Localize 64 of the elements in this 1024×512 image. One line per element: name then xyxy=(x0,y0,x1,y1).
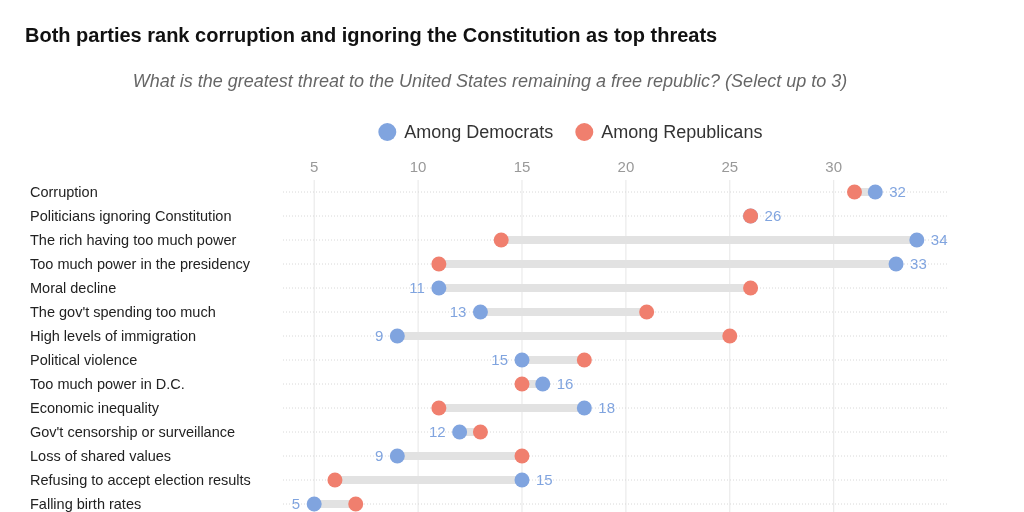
point xyxy=(452,424,468,440)
y-tick-label: Moral decline xyxy=(30,280,117,297)
y-tick-label: The gov't spending too much xyxy=(30,304,216,321)
point xyxy=(639,304,655,320)
data-label: 15 xyxy=(491,351,508,369)
point xyxy=(576,400,592,416)
data-label: 34 xyxy=(930,231,948,249)
point xyxy=(846,184,862,200)
x-tick-label: 30 xyxy=(825,158,843,176)
y-tick-label: Loss of shared values xyxy=(30,448,172,465)
data-label: 13 xyxy=(449,303,467,321)
y-tick-label: Too much power in the presidency xyxy=(30,256,251,273)
y-tick-label: Too much power in D.C. xyxy=(30,376,185,393)
point xyxy=(743,280,759,296)
y-tick-label: Political violence xyxy=(30,352,138,369)
point xyxy=(348,496,364,512)
point xyxy=(431,280,447,296)
y-tick-label: Corruption xyxy=(30,184,98,201)
x-tick-label: 20 xyxy=(617,158,635,176)
point xyxy=(514,352,530,368)
data-label: 11 xyxy=(409,279,425,297)
data-label: 12 xyxy=(428,423,446,441)
point xyxy=(389,328,405,344)
chart-subtitle: What is the greatest threat to the United States remaining a free republic? (Select up to 3) xyxy=(132,71,848,91)
legend-label: Among Democrats xyxy=(404,122,554,143)
data-label: 9 xyxy=(374,327,384,345)
point xyxy=(389,448,405,464)
point xyxy=(909,232,925,248)
data-label: 18 xyxy=(598,399,616,417)
point xyxy=(431,256,447,272)
data-label: 16 xyxy=(556,375,574,393)
y-tick-label: Falling birth rates xyxy=(30,496,142,512)
data-label: 32 xyxy=(889,183,906,201)
data-label: 26 xyxy=(764,207,782,225)
point xyxy=(306,496,322,512)
point xyxy=(514,376,530,392)
chart-title: Both parties rank corruption and ignoring the Constitution as top threats xyxy=(25,24,718,46)
y-tick-label: Refusing to accept election results xyxy=(30,472,251,489)
point xyxy=(514,448,530,464)
y-tick-label: Politicians ignoring Constitution xyxy=(30,208,232,225)
x-tick-label: 15 xyxy=(513,158,531,176)
y-tick-label: Gov't censorship or surveillance xyxy=(30,424,236,441)
point xyxy=(888,256,904,272)
point xyxy=(472,424,488,440)
point xyxy=(327,472,343,488)
data-label: 33 xyxy=(910,255,927,273)
data-label: 9 xyxy=(374,447,384,465)
legend-label: Among Republicans xyxy=(601,122,763,143)
point xyxy=(535,376,551,392)
point xyxy=(722,328,738,344)
point xyxy=(431,400,447,416)
data-label: 15 xyxy=(535,471,553,489)
point xyxy=(576,352,592,368)
point xyxy=(514,472,530,488)
x-tick-label: 10 xyxy=(409,158,427,176)
data-label: 5 xyxy=(291,495,301,512)
point xyxy=(472,304,488,320)
point xyxy=(867,184,883,200)
y-tick-label: Economic inequality xyxy=(30,400,160,417)
x-tick-label: 5 xyxy=(310,158,319,176)
y-tick-label: The rich having too much power xyxy=(30,232,237,249)
point xyxy=(493,232,509,248)
y-tick-label: High levels of immigration xyxy=(30,328,197,345)
x-tick-label: 25 xyxy=(721,158,739,176)
